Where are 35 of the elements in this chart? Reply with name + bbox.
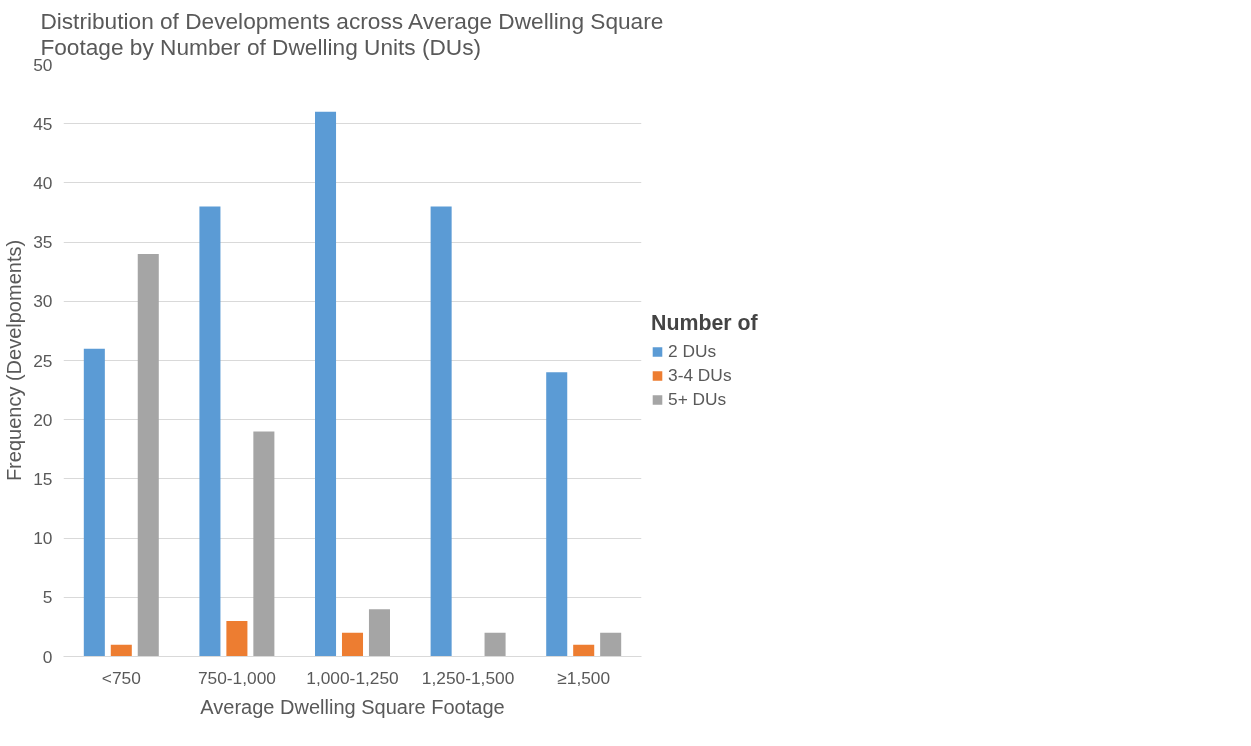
- bar: [484, 632, 506, 657]
- legend-label: 2 DUs: [668, 340, 717, 362]
- y-tick-label: 40: [33, 172, 53, 193]
- bar: [430, 206, 452, 657]
- bar: [600, 632, 622, 657]
- bar: [341, 632, 364, 657]
- bar: [110, 644, 132, 657]
- x-tick-label: ≥1,500: [557, 667, 611, 688]
- bar: [253, 431, 275, 657]
- bar: [226, 620, 248, 657]
- y-tick-label: 25: [33, 350, 53, 371]
- bar: [199, 206, 221, 657]
- bar: [137, 253, 159, 657]
- x-tick-label: <750: [101, 667, 141, 688]
- x-tick-label: 1,250-1,500: [421, 667, 515, 688]
- y-tick-label: 0: [42, 646, 53, 667]
- bar: [315, 111, 337, 657]
- x-tick-label: 750-1,000: [197, 667, 276, 688]
- y-tick-label: 5: [42, 587, 53, 608]
- y-tick-label: 35: [33, 232, 53, 253]
- legend-label: 3-4 DUs: [668, 364, 732, 386]
- y-tick-label: 45: [33, 113, 53, 134]
- y-axis-title: Frequency (Develpoments): [3, 239, 26, 482]
- x-axis-title: Average Dwelling Square Footage: [200, 695, 505, 718]
- legend-title: Number of: [651, 310, 758, 336]
- legend-label: 5+ DUs: [668, 388, 727, 410]
- y-tick-label: 15: [33, 468, 53, 489]
- y-tick-label: 10: [33, 528, 53, 549]
- bar: [83, 348, 105, 657]
- bar: [368, 609, 390, 657]
- y-tick-label: 20: [33, 409, 53, 430]
- bar: [573, 644, 595, 657]
- bar: [546, 372, 568, 657]
- y-tick-label: 30: [33, 291, 53, 312]
- x-tick-label: 1,000-1,250: [306, 667, 399, 688]
